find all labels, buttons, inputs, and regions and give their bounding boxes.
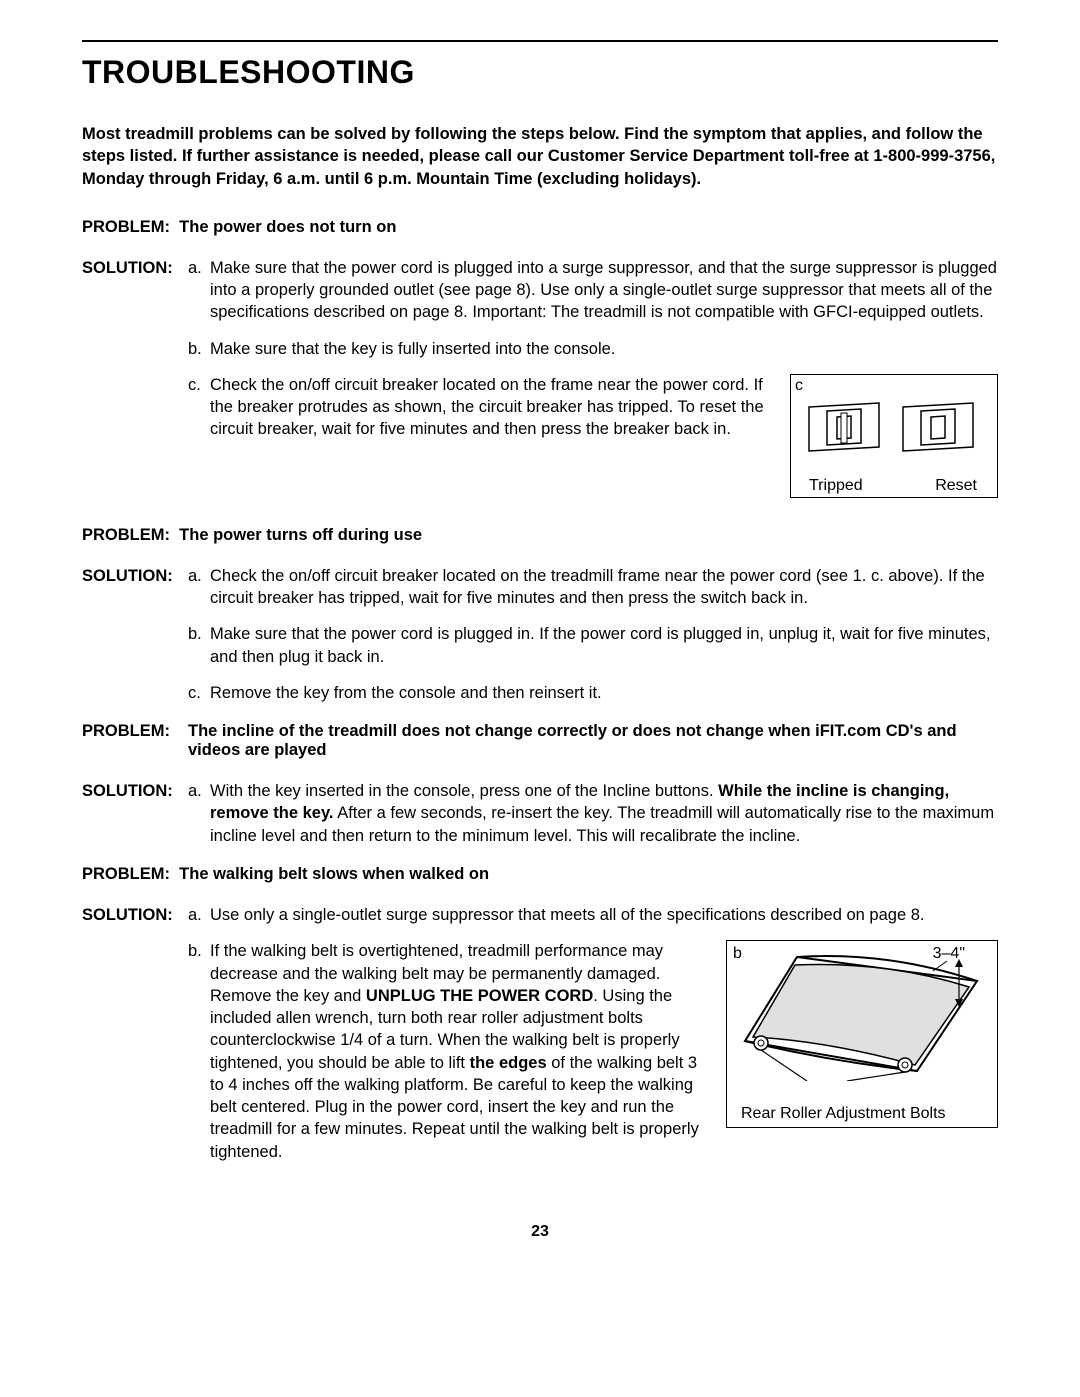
solution-text: Check the on/off circuit breaker located… [210, 565, 998, 610]
breaker-diagram-icon [801, 385, 987, 465]
solution-letter: b. [188, 338, 210, 360]
problem-label: PROBLEM: [82, 722, 188, 760]
figure-label-reset: Reset [935, 477, 977, 495]
solution-label: SOLUTION: [82, 565, 188, 610]
problem-text: The power does not turn on [179, 218, 396, 236]
page-number: 23 [82, 1223, 998, 1241]
manual-page: TROUBLESHOOTING Most treadmill problems … [0, 0, 1080, 1281]
solution-letter: c. [188, 682, 210, 704]
solution-letter: b. [188, 623, 210, 668]
solution-letter: a. [188, 565, 210, 610]
solution-row: c. Remove the key from the console and t… [82, 682, 998, 704]
figure-belt-adjustment: b 3–4" [726, 940, 998, 1128]
figure-label-tripped: Tripped [809, 477, 863, 495]
problem-text: The power turns off during use [179, 526, 422, 544]
problem-text: The incline of the treadmill does not ch… [188, 722, 998, 760]
figure-dim: 3–4" [933, 945, 965, 963]
solution-letter: a. [188, 904, 210, 926]
solution-row: SOLUTION: a. Check the on/off circuit br… [82, 565, 998, 610]
roller-diagram-icon [737, 951, 987, 1081]
solution-letter: a. [188, 780, 210, 847]
solution-label: SOLUTION: [82, 904, 188, 926]
problem-block: PROBLEM: The power does not turn on [82, 218, 998, 237]
solution-with-figure: c. Check the on/off circuit breaker loca… [82, 374, 998, 498]
solution-row: b. Make sure that the key is fully inser… [82, 338, 998, 360]
solution-text: If the walking belt is overtightened, tr… [210, 940, 714, 1163]
problem-block: PROBLEM: The incline of the treadmill do… [82, 722, 998, 760]
solution-label: SOLUTION: [82, 780, 188, 847]
solution-text: With the key inserted in the console, pr… [210, 780, 998, 847]
problem-block: PROBLEM: The walking belt slows when wal… [82, 865, 998, 884]
top-rule [82, 40, 998, 42]
solution-row: b. Make sure that the power cord is plug… [82, 623, 998, 668]
figure-letter: c [795, 377, 803, 395]
solution-text: Use only a single-outlet surge suppresso… [210, 904, 998, 926]
solution-row: SOLUTION: a. Make sure that the power co… [82, 257, 998, 324]
solution-text: Make sure that the key is fully inserted… [210, 338, 998, 360]
solution-text: Make sure that the power cord is plugged… [210, 257, 998, 324]
problem-label: PROBLEM: [82, 526, 170, 544]
page-title: TROUBLESHOOTING [82, 54, 998, 91]
problem-label: PROBLEM: [82, 218, 170, 236]
problem-text: The walking belt slows when walked on [179, 865, 489, 883]
solution-text: Make sure that the power cord is plugged… [210, 623, 998, 668]
solution-letter: a. [188, 257, 210, 324]
problem-block: PROBLEM: The power turns off during use [82, 526, 998, 545]
solution-with-figure: b. If the walking belt is overtightened,… [82, 940, 998, 1163]
solution-letter: c. [188, 374, 210, 441]
solution-letter: b. [188, 940, 210, 1163]
solution-row: SOLUTION: a. Use only a single-outlet su… [82, 904, 998, 926]
solution-text: Remove the key from the console and then… [210, 682, 998, 704]
figure-circuit-breaker: c Tripped Reset [790, 374, 998, 498]
problem-label: PROBLEM: [82, 865, 170, 883]
figure-letter: b [733, 945, 742, 963]
intro-paragraph: Most treadmill problems can be solved by… [82, 123, 998, 190]
solution-text: Check the on/off circuit breaker located… [210, 374, 778, 441]
figure-caption: Rear Roller Adjustment Bolts [741, 1105, 987, 1123]
solution-label: SOLUTION: [82, 257, 188, 324]
solution-row: SOLUTION: a. With the key inserted in th… [82, 780, 998, 847]
